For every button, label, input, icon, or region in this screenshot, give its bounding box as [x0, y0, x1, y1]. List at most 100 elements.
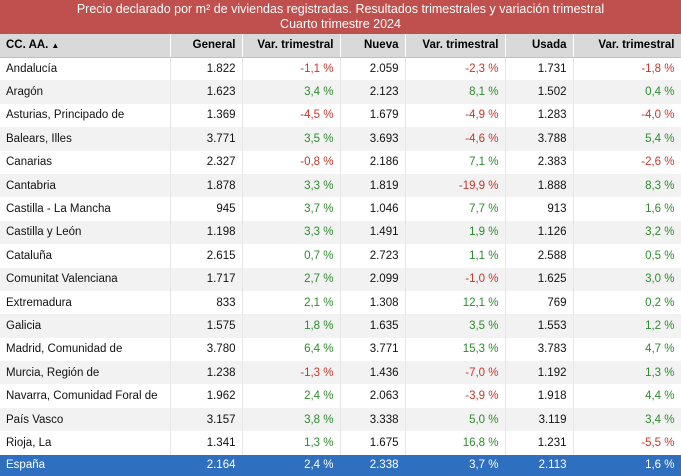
cell-var-nueva: 16,8 % [405, 431, 506, 455]
cell-nueva: 1.436 [340, 361, 406, 385]
cell-var-usada: 0,2 % [573, 290, 681, 315]
cell-var-general: 1,3 % [242, 431, 341, 455]
table-row: Canarias 2.327 -0,8 % 2.186 7,1 % 2.383 -2,6 % [0, 150, 681, 174]
column-header-region-label: CC. AA. [6, 39, 49, 52]
cell-var-nueva: -4,9 % [405, 103, 506, 128]
column-header-var-general[interactable]: Var. trimestral [242, 34, 341, 58]
cell-general: 3.771 [170, 127, 243, 151]
cell-region: Murcia, Región de [0, 361, 171, 385]
cell-usada: 1.192 [505, 361, 574, 385]
cell-var-nueva: -19,9 % [405, 173, 506, 198]
cell-var-usada: 1,2 % [573, 314, 681, 338]
cell-var-usada: -5,5 % [573, 431, 681, 455]
table-row: Extremadura 833 2,1 % 1.308 12,1 % 769 0,2 % [0, 290, 681, 315]
table-row: Asturias, Principado de 1.369 -4,5 % 1.679-… [0, 103, 681, 128]
total-general: 2.164 [170, 454, 243, 476]
cell-var-nueva: 8,1 % [405, 80, 506, 104]
cell-region: Canarias [0, 150, 171, 174]
cell-nueva: 3.771 [340, 337, 406, 362]
cell-general: 1.198 [170, 220, 243, 245]
cell-usada: 769 [505, 290, 574, 315]
column-header-usada[interactable]: Usada [505, 34, 574, 58]
cell-var-usada: -1,8 % [573, 57, 681, 81]
table-row: Balears, Illes 3.771 3,5 % 3.693 -4,6 % 3.788… [0, 127, 681, 151]
cell-usada: 1.231 [505, 431, 574, 455]
cell-var-usada: 1,3 % [573, 361, 681, 385]
column-header-general[interactable]: General [170, 34, 243, 58]
cell-var-general: 3,7 % [242, 197, 341, 221]
cell-var-nueva: -7,0 % [405, 361, 506, 385]
column-header-region[interactable]: CC. AA. ▲ [0, 34, 171, 58]
cell-region: Andalucía [0, 57, 171, 81]
table-row: Aragón 1.623 3,4 % 2.123 8,1 % 1.502 0,4 % [0, 80, 681, 104]
cell-usada: 1.126 [505, 220, 574, 245]
cell-var-general: 6,4 % [242, 337, 341, 362]
cell-var-usada: 0,5 % [573, 244, 681, 268]
cell-usada: 1.625 [505, 267, 574, 291]
cell-var-general: 2,7 % [242, 267, 341, 291]
title-line-1: Precio declarado por m² de viviendas reg… [76, 2, 605, 16]
cell-var-usada: -4,0 % [573, 103, 681, 128]
cell-var-nueva: -4,6 % [405, 127, 506, 151]
cell-nueva: 1.046 [340, 197, 406, 221]
column-header-nueva[interactable]: Nueva [340, 34, 406, 58]
cell-var-nueva: -1,0 % [405, 267, 506, 291]
cell-var-general: -1,3 % [242, 361, 341, 385]
cell-nueva: 2.186 [340, 150, 406, 174]
cell-nueva: 2.063 [340, 384, 406, 408]
cell-usada: 1.731 [505, 57, 574, 81]
table-row: Castilla y León 1.198 3,3 % 1.491 1,9 % 1.126… [0, 220, 681, 245]
cell-usada: 3.119 [505, 407, 574, 432]
cell-nueva: 2.123 [340, 80, 406, 104]
table-row: Cataluña 2.615 0,7 % 2.723 1,1 % 2.588 0,5 % [0, 244, 681, 268]
table-row: Madrid, Comunidad de 3.780 6,4 % 3.771 15,3 … [0, 337, 681, 362]
cell-var-nueva: 1,1 % [405, 244, 506, 268]
table-title: Precio declarado por m² de viviendas reg… [0, 0, 681, 34]
cell-nueva: 2.059 [340, 57, 406, 81]
cell-var-usada: 0,4 % [573, 80, 681, 104]
cell-var-general: 0,7 % [242, 244, 341, 268]
cell-region: Extremadura [0, 290, 171, 315]
column-header-var-nueva[interactable]: Var. trimestral [405, 34, 506, 58]
cell-general: 2.327 [170, 150, 243, 174]
cell-var-general: 2,1 % [242, 290, 341, 315]
cell-usada: 1.502 [505, 80, 574, 104]
table-row: País Vasco 3.157 3,8 % 3.338 5,0 % 3.119 3,4 % [0, 407, 681, 432]
cell-var-usada: 1,6 % [573, 197, 681, 221]
cell-usada: 3.783 [505, 337, 574, 362]
cell-nueva: 1.635 [340, 314, 406, 338]
table-row: Castilla - La Mancha 945 3,7 % 1.046 7,7 % 91… [0, 197, 681, 221]
cell-var-usada: -2,6 % [573, 150, 681, 174]
table-row: Cantabria 1.878 3,3 % 1.819 -19,9 % 1.888 8,3 … [0, 173, 681, 198]
cell-nueva: 3.338 [340, 407, 406, 432]
sort-ascending-icon[interactable]: ▲ [51, 41, 60, 51]
table-row: Navarra, Comunidad Foral de 1.962 2,4 % 2.0… [0, 384, 681, 408]
total-nueva: 2.338 [340, 454, 406, 476]
cell-general: 1.962 [170, 384, 243, 408]
cell-var-usada: 4,7 % [573, 337, 681, 362]
cell-var-general: 3,5 % [242, 127, 341, 151]
cell-region: Castilla - La Mancha [0, 197, 171, 221]
cell-var-usada: 8,3 % [573, 173, 681, 198]
cell-var-general: 2,4 % [242, 384, 341, 408]
cell-region: Cataluña [0, 244, 171, 268]
cell-region: Comunitat Valenciana [0, 267, 171, 291]
cell-nueva: 1.308 [340, 290, 406, 315]
table-row: Comunitat Valenciana 1.717 2,7 % 2.099 -1,0 … [0, 267, 681, 291]
table-row: Andalucía 1.822 -1,1 % 2.059 -2,3 % 1.731 -1,8… [0, 57, 681, 81]
cell-usada: 1.283 [505, 103, 574, 128]
cell-general: 1.623 [170, 80, 243, 104]
cell-general: 3.780 [170, 337, 243, 362]
cell-var-general: 3,8 % [242, 407, 341, 432]
header-row: CC. AA. ▲ General Var. trimestral Nueva V… [0, 34, 681, 58]
cell-region: Balears, Illes [0, 127, 171, 151]
total-var-general: 2,4 % [242, 454, 341, 476]
cell-usada: 1.553 [505, 314, 574, 338]
cell-var-general: 3,4 % [242, 80, 341, 104]
cell-region: Madrid, Comunidad de [0, 337, 171, 362]
total-region: España [0, 454, 171, 476]
cell-var-nueva: 7,1 % [405, 150, 506, 174]
cell-general: 2.615 [170, 244, 243, 268]
column-header-var-usada[interactable]: Var. trimestral [573, 34, 681, 58]
cell-nueva: 3.693 [340, 127, 406, 151]
